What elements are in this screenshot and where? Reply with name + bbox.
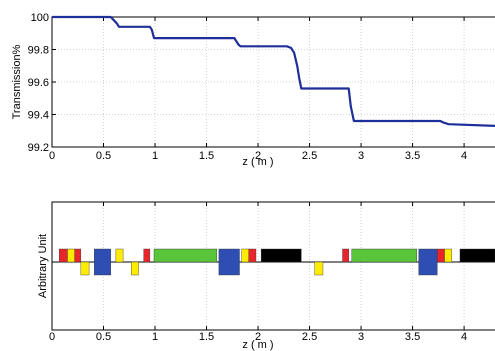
top-y-tick-label: 99.4 — [28, 110, 49, 122]
red-element — [143, 248, 151, 263]
bottom-x-tick-label: 1 — [152, 331, 158, 343]
top-y-tick-label: 99.2 — [28, 142, 49, 154]
top-y-tick-label: 99.8 — [28, 45, 49, 57]
top-x-tick-label: 0.5 — [96, 150, 111, 162]
yellow-element — [115, 248, 124, 263]
bottom-x-tick-label: 0.5 — [96, 331, 111, 343]
bottom-x-tick-label: 0 — [49, 331, 55, 343]
top-x-tick-label: 1 — [152, 150, 158, 162]
red-element — [59, 248, 68, 263]
top-x-tick-label: 2 — [255, 150, 261, 162]
top-x-tick-label: 3.5 — [405, 150, 420, 162]
black-element — [459, 248, 495, 263]
yellow-element — [314, 261, 324, 276]
red-element — [248, 248, 257, 263]
yellow-element — [444, 248, 452, 263]
transmission-line — [52, 15, 495, 127]
bottom-y-axis-label: Arbitrary Unit — [37, 234, 49, 298]
bottom-x-tick-label: 2 — [255, 331, 261, 343]
bottom-x-tick-label: 3.5 — [405, 331, 420, 343]
blue-element — [218, 248, 240, 276]
bottom-x-tick-label: 3 — [358, 331, 364, 343]
top-y-tick-label: 100 — [31, 12, 49, 24]
bottom-x-tick-label: 1.5 — [199, 331, 214, 343]
red-element — [74, 248, 82, 263]
red-element — [342, 248, 349, 263]
top-x-tick-label: 2.5 — [302, 150, 317, 162]
red-element — [437, 248, 445, 263]
yellow-element — [67, 248, 75, 263]
yellow-element — [241, 248, 249, 263]
bottom-x-tick-label: 4 — [461, 331, 467, 343]
top-x-axis-label: z ( m ) — [242, 156, 273, 168]
top-x-tick-label: 4 — [461, 150, 467, 162]
green-element — [153, 248, 218, 263]
blue-element — [418, 248, 438, 276]
top-y-tick-label: 99.6 — [28, 77, 49, 89]
top-y-axis-label: Transmission% — [11, 44, 23, 119]
bottom-x-tick-label: 2.5 — [302, 331, 317, 343]
bottom-x-axis-label: z ( m ) — [242, 339, 273, 351]
yellow-element — [80, 261, 90, 276]
bottom-plot-frame — [51, 201, 495, 331]
top-x-tick-label: 1.5 — [199, 150, 214, 162]
green-element — [351, 248, 417, 263]
blue-element — [94, 248, 111, 276]
top-x-tick-label: 3 — [358, 150, 364, 162]
yellow-element — [131, 261, 139, 276]
top-x-tick-label: 0 — [49, 150, 55, 162]
black-element — [260, 248, 302, 263]
